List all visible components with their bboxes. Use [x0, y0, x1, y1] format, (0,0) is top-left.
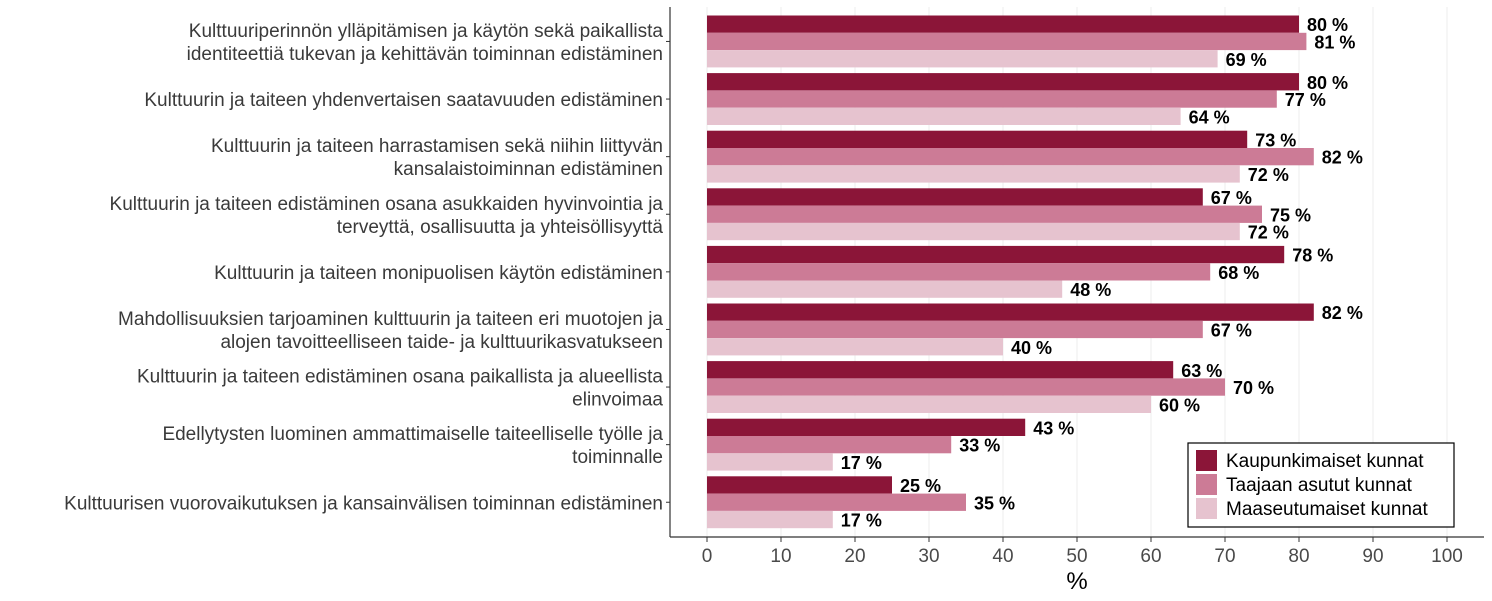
value-label: 80 %	[1307, 73, 1348, 93]
value-label: 68 %	[1218, 263, 1259, 283]
bar	[707, 361, 1174, 379]
bar	[707, 436, 952, 454]
x-tick-label: 70	[1214, 546, 1235, 567]
x-tick-label: 10	[770, 546, 791, 567]
value-label: 78 %	[1292, 246, 1333, 266]
bar	[707, 418, 1026, 436]
value-label: 67 %	[1211, 188, 1252, 208]
category-label: elinvoimaa	[572, 390, 663, 411]
legend-swatch	[1196, 498, 1217, 519]
value-label: 72 %	[1248, 223, 1289, 243]
x-axis-title: %	[1066, 568, 1087, 595]
bar	[707, 73, 1299, 91]
value-label: 70 %	[1233, 378, 1274, 398]
value-label: 35 %	[974, 493, 1015, 513]
bar	[707, 378, 1225, 396]
value-label: 48 %	[1070, 280, 1111, 300]
bar	[707, 90, 1277, 108]
bar	[707, 453, 833, 471]
category-label: identiteettiä tukevan ja kehittävän toim…	[187, 44, 663, 65]
bar	[707, 263, 1211, 281]
category-label: alojen tavoitteelliseen taide- ja kulttu…	[220, 332, 663, 353]
value-label: 25 %	[900, 476, 941, 496]
value-label: 73 %	[1255, 130, 1296, 150]
value-label: 40 %	[1011, 338, 1052, 358]
value-label: 72 %	[1248, 165, 1289, 185]
x-tick-label: 20	[844, 546, 865, 567]
category-label: Kulttuurin ja taiteen yhdenvertaisen saa…	[144, 90, 663, 111]
bar	[707, 320, 1203, 339]
bars	[707, 15, 1314, 529]
legend: Kaupunkimaiset kunnat Taajaan asutut kunn…	[1187, 442, 1455, 528]
value-label: 81 %	[1314, 32, 1355, 52]
category-labels: Kulttuuriperinnön ylläpitämisen ja käytö…	[64, 21, 663, 514]
x-tick-labels: 0 10 20 30 40 50 60 70 80 90 100	[702, 546, 1463, 567]
legend-entry: Maaseutumaiset kunnat	[1226, 499, 1428, 520]
x-tick-label: 80	[1288, 546, 1309, 567]
bar	[707, 280, 1063, 298]
bar	[707, 338, 1003, 356]
x-tick-label: 0	[702, 546, 713, 567]
category-label: Kulttuurin ja taiteen monipuolisen käytö…	[214, 263, 663, 284]
value-label: 67 %	[1211, 320, 1252, 340]
bar	[707, 395, 1151, 413]
value-label: 64 %	[1189, 107, 1230, 127]
value-label: 60 %	[1159, 395, 1200, 415]
value-label: 80 %	[1307, 15, 1348, 35]
bar	[707, 303, 1314, 321]
value-label: 63 %	[1181, 361, 1222, 381]
value-label: 43 %	[1033, 418, 1074, 438]
value-label: 17 %	[841, 453, 882, 473]
value-label: 77 %	[1285, 90, 1326, 110]
axes	[666, 7, 1484, 542]
bar	[707, 165, 1240, 183]
category-label: terveyttä, osallisuutta ja yhteisöllisyy…	[337, 217, 664, 238]
legend-entry: Kaupunkimaiset kunnat	[1226, 451, 1424, 472]
x-tick-label: 60	[1140, 546, 1161, 567]
legend-box	[1187, 442, 1455, 528]
bar	[707, 476, 892, 494]
category-label: toiminnalle	[572, 447, 663, 468]
category-label: Kulttuurisen vuorovaikutuksen ja kansain…	[64, 493, 663, 514]
bar	[707, 205, 1262, 223]
bar	[707, 188, 1203, 206]
bar	[707, 15, 1299, 33]
bar	[707, 50, 1218, 68]
x-tick-label: 50	[1066, 546, 1087, 567]
x-tick-label: 90	[1362, 546, 1383, 567]
category-label: Edellytysten luominen ammattimaiselle ta…	[162, 424, 663, 445]
bar	[707, 32, 1307, 51]
bar	[707, 222, 1240, 241]
legend-swatch	[1196, 450, 1217, 471]
bar	[707, 245, 1285, 264]
category-label: Kulttuuriperinnön ylläpitämisen ja käytö…	[189, 21, 664, 42]
x-tick-label: 100	[1431, 546, 1463, 567]
bar	[707, 107, 1181, 125]
category-label: Kulttuurin ja taiteen edistäminen osana …	[137, 367, 663, 388]
bar	[707, 148, 1314, 166]
bar	[707, 130, 1248, 148]
category-label: Kulttuurin ja taiteen edistäminen osana …	[110, 194, 664, 215]
category-label: kansalaistoiminnan edistäminen	[394, 159, 663, 180]
value-label: 33 %	[959, 436, 1000, 456]
category-label: Kulttuurin ja taiteen harrastamisen sekä…	[211, 136, 663, 157]
x-tick-label: 30	[918, 546, 939, 567]
legend-entry: Taajaan asutut kunnat	[1226, 475, 1413, 496]
value-labels: 80 %81 %69 %80 %77 %64 %73 %82 %72 %67 %…	[841, 15, 1363, 530]
value-label: 82 %	[1322, 303, 1363, 323]
value-label: 69 %	[1226, 50, 1267, 70]
value-label: 82 %	[1322, 148, 1363, 168]
bar	[707, 510, 833, 529]
legend-swatch	[1196, 474, 1217, 495]
value-label: 75 %	[1270, 205, 1311, 225]
bar	[707, 493, 966, 511]
value-label: 17 %	[841, 511, 882, 531]
category-label: Mahdollisuuksien tarjoaminen kulttuurin …	[118, 309, 663, 330]
x-tick-label: 40	[992, 546, 1013, 567]
